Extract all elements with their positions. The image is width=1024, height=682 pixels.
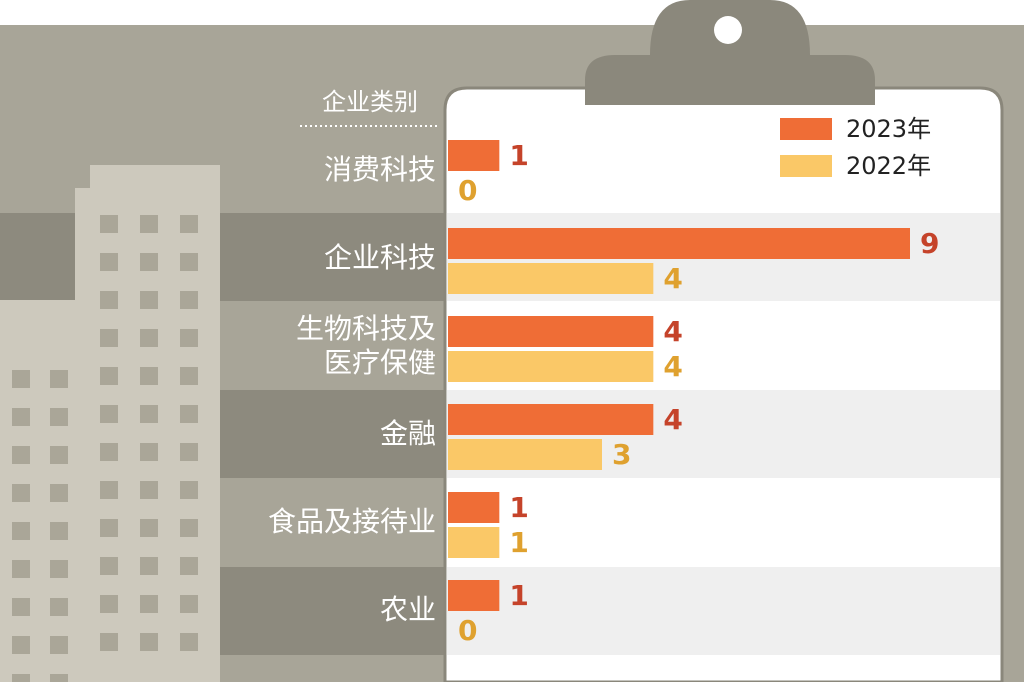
window (180, 595, 198, 613)
window (140, 291, 158, 309)
legend-swatch (780, 155, 832, 177)
row-band (0, 213, 445, 301)
window (50, 598, 68, 616)
window (180, 329, 198, 347)
window (180, 291, 198, 309)
window (140, 253, 158, 271)
window (140, 557, 158, 575)
window (50, 674, 68, 682)
window (100, 215, 118, 233)
bar (448, 263, 654, 294)
window (180, 519, 198, 537)
value-label: 9 (920, 227, 939, 260)
window (50, 370, 68, 388)
window (50, 560, 68, 578)
value-label: 4 (663, 315, 682, 348)
window (100, 253, 118, 271)
window (50, 522, 68, 540)
legend-swatch (780, 118, 832, 140)
window (50, 636, 68, 654)
window (140, 215, 158, 233)
category-label: 消费科技 (324, 153, 436, 186)
category-label: 生物科技及医疗保健 (296, 312, 436, 379)
bar (448, 316, 654, 347)
window (140, 405, 158, 423)
value-label: 4 (663, 350, 682, 383)
bar (448, 580, 500, 611)
window (140, 633, 158, 651)
value-label: 1 (509, 526, 528, 559)
value-label: 4 (663, 262, 682, 295)
value-label: 3 (612, 438, 631, 471)
clip-hole (714, 16, 742, 44)
window (12, 598, 30, 616)
legend-label: 2022年 (846, 152, 931, 180)
value-label: 0 (458, 174, 477, 207)
window (100, 329, 118, 347)
bar (448, 404, 654, 435)
category-label: 农业 (380, 593, 436, 626)
legend-label: 2023年 (846, 115, 931, 143)
window (50, 446, 68, 464)
bar (448, 228, 910, 259)
window (140, 595, 158, 613)
window (12, 370, 30, 388)
axis-label: 企业类别 (322, 88, 418, 116)
window (100, 405, 118, 423)
window (12, 674, 30, 682)
row-band (447, 567, 1000, 655)
window (140, 329, 158, 347)
window (180, 405, 198, 423)
window (180, 443, 198, 461)
value-label: 0 (458, 614, 477, 647)
window (180, 481, 198, 499)
window (50, 484, 68, 502)
building-windows (12, 215, 198, 682)
clip (585, 0, 875, 105)
bar (448, 439, 602, 470)
window (100, 367, 118, 385)
window (12, 484, 30, 502)
value-label: 1 (509, 491, 528, 524)
window (100, 291, 118, 309)
window (100, 519, 118, 537)
window (180, 633, 198, 651)
window (100, 443, 118, 461)
window (12, 408, 30, 426)
window (180, 367, 198, 385)
window (180, 557, 198, 575)
bar (448, 492, 500, 523)
window (140, 519, 158, 537)
window (140, 481, 158, 499)
value-label: 1 (509, 579, 528, 612)
window (12, 522, 30, 540)
window (180, 253, 198, 271)
window (140, 367, 158, 385)
window (50, 408, 68, 426)
window (12, 560, 30, 578)
window (100, 633, 118, 651)
bar (448, 527, 500, 558)
bar (448, 351, 654, 382)
window (12, 636, 30, 654)
category-label: 金融 (380, 417, 436, 450)
window (100, 557, 118, 575)
category-label: 食品及接待业 (268, 505, 436, 538)
value-label: 1 (509, 139, 528, 172)
bar (448, 140, 500, 171)
window (100, 595, 118, 613)
category-label: 企业科技 (324, 241, 436, 274)
value-label: 4 (663, 403, 682, 436)
window (100, 481, 118, 499)
window (180, 215, 198, 233)
window (140, 443, 158, 461)
window (12, 446, 30, 464)
